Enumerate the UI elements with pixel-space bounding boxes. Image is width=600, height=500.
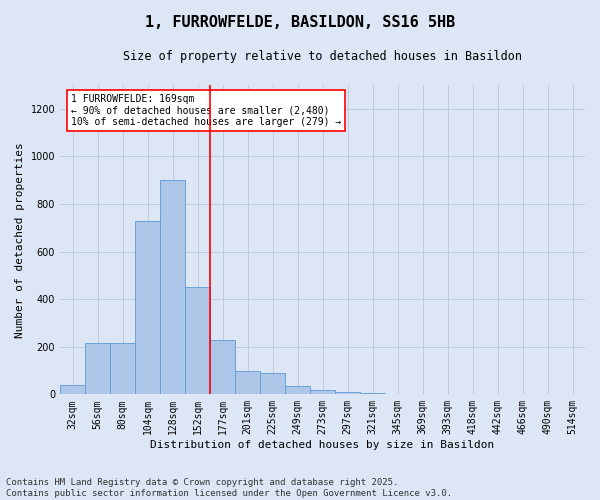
Bar bbox=[185, 288, 210, 395]
Bar bbox=[310, 390, 335, 394]
Bar bbox=[235, 370, 260, 394]
Bar bbox=[160, 180, 185, 394]
Bar bbox=[260, 373, 285, 394]
Y-axis label: Number of detached properties: Number of detached properties bbox=[15, 142, 25, 338]
Text: 1 FURROWFELDE: 169sqm
← 90% of detached houses are smaller (2,480)
10% of semi-d: 1 FURROWFELDE: 169sqm ← 90% of detached … bbox=[71, 94, 341, 128]
Bar bbox=[60, 385, 85, 394]
Bar bbox=[335, 392, 360, 394]
Bar bbox=[360, 393, 385, 394]
Bar bbox=[135, 220, 160, 394]
Bar bbox=[210, 340, 235, 394]
X-axis label: Distribution of detached houses by size in Basildon: Distribution of detached houses by size … bbox=[151, 440, 494, 450]
Text: Contains HM Land Registry data © Crown copyright and database right 2025.
Contai: Contains HM Land Registry data © Crown c… bbox=[6, 478, 452, 498]
Bar bbox=[110, 343, 135, 394]
Bar bbox=[85, 343, 110, 394]
Text: 1, FURROWFELDE, BASILDON, SS16 5HB: 1, FURROWFELDE, BASILDON, SS16 5HB bbox=[145, 15, 455, 30]
Title: Size of property relative to detached houses in Basildon: Size of property relative to detached ho… bbox=[123, 50, 522, 63]
Bar bbox=[285, 386, 310, 394]
